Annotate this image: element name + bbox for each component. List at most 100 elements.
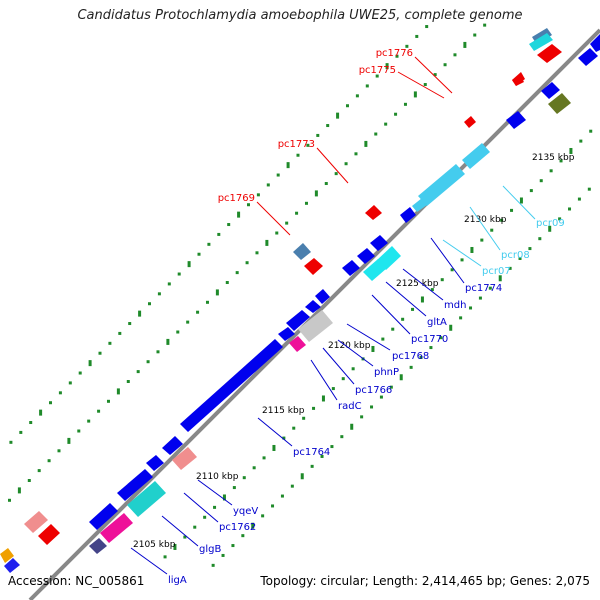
- gene-box[interactable]: [289, 336, 306, 352]
- gene-box[interactable]: [172, 447, 197, 470]
- gene-label-pc1768[interactable]: pc1768: [392, 351, 429, 362]
- gene-box[interactable]: [89, 538, 107, 554]
- gene-box[interactable]: [506, 111, 526, 129]
- gene-box[interactable]: [464, 116, 476, 128]
- gene-label-gltA[interactable]: gltA: [427, 317, 447, 328]
- tick-mark: [87, 419, 91, 423]
- gene-label-pcr09[interactable]: pcr09: [536, 218, 565, 229]
- gene-box[interactable]: [278, 327, 295, 341]
- tick-mark: [241, 534, 245, 538]
- tick-mark: [193, 525, 197, 529]
- leader-line: [161, 515, 199, 547]
- tick-mark: [177, 272, 181, 276]
- gene-label-pc1769[interactable]: pc1769: [218, 193, 255, 204]
- gene-box[interactable]: [127, 481, 166, 517]
- gene-label-pc1770[interactable]: pc1770: [411, 334, 448, 345]
- gene-box[interactable]: [418, 164, 465, 206]
- gene-box[interactable]: [304, 258, 323, 275]
- gene-box[interactable]: [180, 339, 283, 432]
- gene-box[interactable]: [4, 558, 20, 573]
- gene-label-mdh[interactable]: mdh: [444, 300, 466, 311]
- gene-label-pc1776[interactable]: pc1776: [376, 48, 413, 59]
- gene-box[interactable]: [590, 34, 600, 52]
- gene-box[interactable]: [370, 235, 388, 251]
- gene-box[interactable]: [548, 93, 571, 114]
- tick-mark: [459, 316, 463, 320]
- gene-box[interactable]: [117, 469, 153, 501]
- leader-line: [322, 347, 355, 385]
- tick-mark: [324, 182, 328, 186]
- tick-mark: [47, 459, 51, 463]
- gene-box[interactable]: [363, 259, 387, 281]
- tick-mark: [173, 543, 177, 550]
- gene-label-pc1764[interactable]: pc1764: [293, 447, 330, 458]
- tick-mark: [225, 281, 229, 285]
- gene-box[interactable]: [146, 455, 164, 471]
- gene-box[interactable]: [537, 44, 562, 63]
- gene-label-phnP[interactable]: phnP: [374, 367, 399, 378]
- tick-mark: [295, 211, 299, 215]
- gene-label-pcr07[interactable]: pcr07: [482, 266, 511, 277]
- gene-box[interactable]: [24, 511, 48, 533]
- tick-mark: [473, 33, 477, 37]
- tick-mark: [453, 53, 457, 57]
- gene-box[interactable]: [541, 82, 560, 99]
- tick-mark: [261, 514, 265, 518]
- gene-label-pc1775[interactable]: pc1775: [359, 65, 396, 76]
- gene-label-pc1766[interactable]: pc1766: [355, 385, 392, 396]
- gene-box[interactable]: [298, 310, 333, 342]
- tick-mark: [450, 268, 454, 272]
- tick-mark: [27, 479, 31, 483]
- forward-strand: [0, 28, 562, 573]
- gene-label-ligA[interactable]: ligA: [168, 575, 187, 586]
- gene-box[interactable]: [38, 524, 60, 545]
- accession-label: Accession: NC_005861: [8, 574, 145, 588]
- gene-box[interactable]: [0, 548, 14, 563]
- gene-label-yqeV[interactable]: yqeV: [233, 506, 258, 517]
- tick-mark: [371, 345, 375, 352]
- gene-label-glgB[interactable]: glgB: [199, 544, 221, 555]
- map-title: Candidatus Protochlamydia amoebophila UW…: [77, 8, 523, 23]
- tick-mark: [57, 449, 61, 453]
- tick-mark: [88, 360, 92, 367]
- tick-mark: [405, 44, 409, 48]
- tick-mark: [341, 377, 345, 381]
- tick-mark: [401, 317, 405, 321]
- gene-box[interactable]: [365, 205, 382, 220]
- gene-label-pc1773[interactable]: pc1773: [278, 139, 315, 150]
- gene-box[interactable]: [400, 207, 416, 223]
- gene-label-radC[interactable]: radC: [338, 401, 362, 412]
- gene-box[interactable]: [315, 289, 330, 304]
- tick-mark: [266, 183, 270, 187]
- tick-mark: [39, 409, 43, 416]
- gene-box[interactable]: [357, 248, 375, 264]
- gene-box[interactable]: [462, 143, 490, 169]
- gene-box[interactable]: [305, 300, 321, 313]
- gene-box[interactable]: [286, 310, 310, 331]
- gene-box[interactable]: [412, 198, 427, 212]
- gene-box[interactable]: [293, 243, 311, 260]
- tick-mark: [147, 302, 151, 306]
- tick-mark: [340, 435, 344, 439]
- gene-label-pc1774[interactable]: pc1774: [465, 283, 502, 294]
- gene-box[interactable]: [342, 260, 360, 276]
- gene-box[interactable]: [162, 436, 183, 455]
- tick-mark: [443, 63, 447, 67]
- gene-box[interactable]: [100, 513, 133, 543]
- tick-mark: [469, 306, 473, 310]
- gene-box[interactable]: [578, 48, 598, 66]
- tick-mark: [440, 278, 444, 282]
- tick-mark: [235, 271, 239, 275]
- tick-mark: [420, 296, 424, 303]
- upper-labels: pc1776 pc1775 pc1773 pc1769: [218, 48, 453, 236]
- tick-mark: [433, 73, 437, 77]
- gene-label-pcr08[interactable]: pcr08: [501, 250, 530, 261]
- tick-mark: [237, 211, 241, 218]
- gene-box[interactable]: [89, 503, 118, 530]
- tick-mark: [529, 189, 533, 193]
- tick-mark: [399, 374, 403, 381]
- gene-label-pc1762[interactable]: pc1762: [219, 522, 256, 533]
- gene-box[interactable]: [529, 33, 553, 51]
- gene-box[interactable]: [512, 72, 525, 86]
